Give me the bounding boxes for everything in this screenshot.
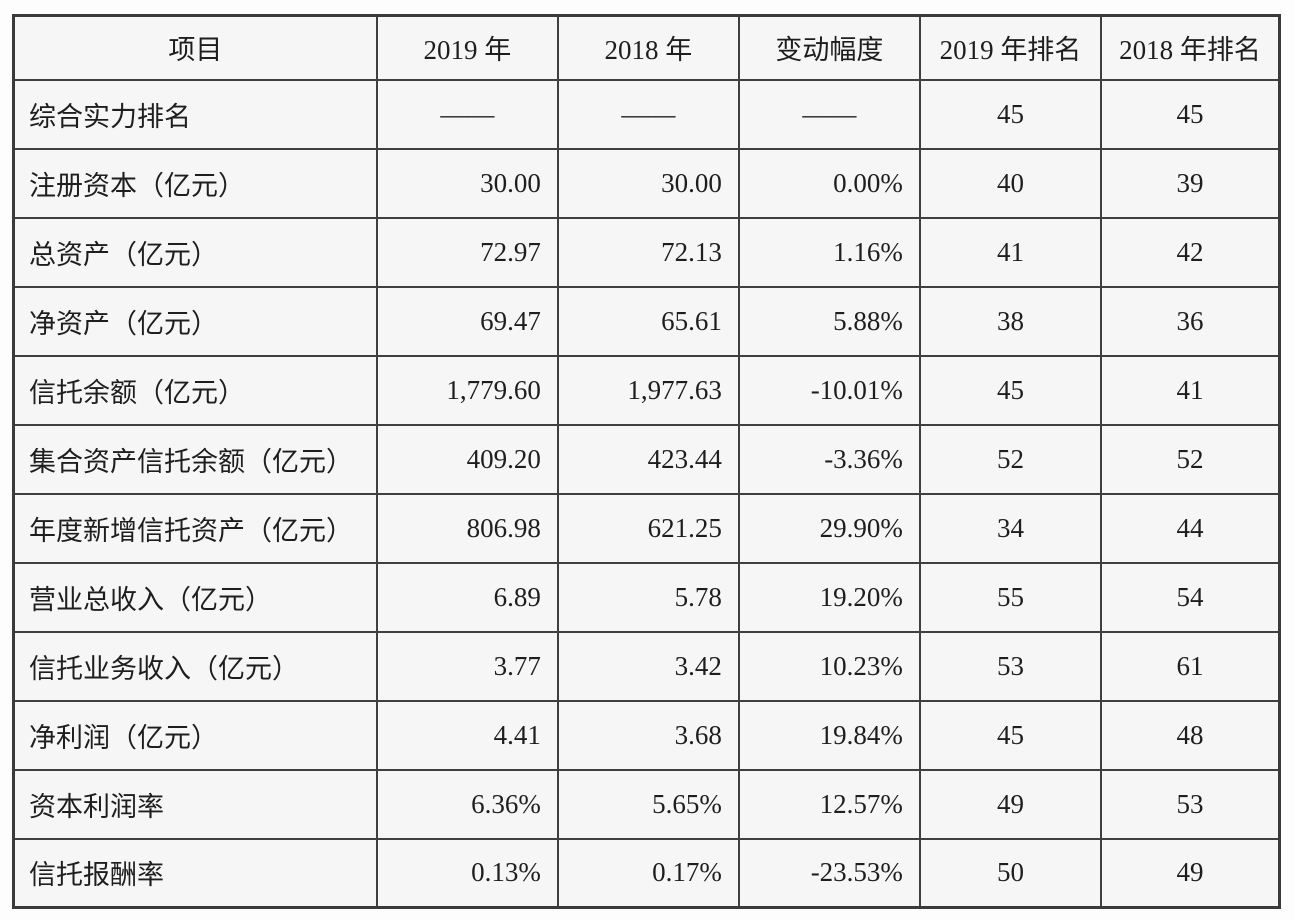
cell-2018-value: 3.68 — [556, 699, 740, 771]
cell-change: 5.88% — [737, 285, 921, 357]
table-row: 信托业务收入（亿元） 3.77 3.42 10.23% 53 61 — [12, 630, 1281, 702]
cell-2018-value: 5.78 — [556, 561, 740, 633]
row-label: 信托报酬率 — [12, 837, 378, 909]
cell-rank-2018: 44 — [1099, 492, 1281, 564]
cell-rank-2019: 34 — [918, 492, 1102, 564]
cell-change: 0.00% — [737, 147, 921, 219]
cell-change: -10.01% — [737, 354, 921, 426]
cell-change: 19.20% — [737, 561, 921, 633]
cell-2019-value: 4.41 — [375, 699, 559, 771]
cell-change: —— — [737, 78, 921, 150]
cell-change: 29.90% — [737, 492, 921, 564]
column-header-2018: 2018 年 — [556, 14, 740, 81]
cell-2019-value: 6.36% — [375, 768, 559, 840]
cell-change: 1.16% — [737, 216, 921, 288]
cell-2019-value: 72.97 — [375, 216, 559, 288]
cell-change: -23.53% — [737, 837, 921, 909]
cell-rank-2019: 45 — [918, 699, 1102, 771]
row-label: 注册资本（亿元） — [12, 147, 378, 219]
cell-rank-2018: 45 — [1099, 78, 1281, 150]
cell-change: 19.84% — [737, 699, 921, 771]
cell-2018-value: 72.13 — [556, 216, 740, 288]
cell-2018-value: 30.00 — [556, 147, 740, 219]
column-header-rank-2019: 2019 年排名 — [918, 14, 1102, 81]
cell-rank-2019: 52 — [918, 423, 1102, 495]
cell-rank-2019: 45 — [918, 354, 1102, 426]
header-row: 项目 2019 年 2018 年 变动幅度 2019 年排名 2018 年排名 — [12, 14, 1281, 81]
cell-rank-2019: 49 — [918, 768, 1102, 840]
cell-rank-2018: 54 — [1099, 561, 1281, 633]
cell-rank-2019: 45 — [918, 78, 1102, 150]
cell-change: 10.23% — [737, 630, 921, 702]
row-label: 净资产（亿元） — [12, 285, 378, 357]
table-row: 注册资本（亿元） 30.00 30.00 0.00% 40 39 — [12, 147, 1281, 219]
column-header-item: 项目 — [12, 14, 378, 81]
cell-rank-2018: 42 — [1099, 216, 1281, 288]
row-label: 信托业务收入（亿元） — [12, 630, 378, 702]
row-label: 年度新增信托资产（亿元） — [12, 492, 378, 564]
cell-2019-value: 409.20 — [375, 423, 559, 495]
cell-rank-2018: 61 — [1099, 630, 1281, 702]
cell-2018-value: 3.42 — [556, 630, 740, 702]
cell-2019-value: 3.77 — [375, 630, 559, 702]
cell-rank-2018: 52 — [1099, 423, 1281, 495]
column-header-2019: 2019 年 — [375, 14, 559, 81]
cell-change: 12.57% — [737, 768, 921, 840]
cell-rank-2018: 39 — [1099, 147, 1281, 219]
table-row: 净资产（亿元） 69.47 65.61 5.88% 38 36 — [12, 285, 1281, 357]
cell-rank-2019: 55 — [918, 561, 1102, 633]
cell-rank-2018: 41 — [1099, 354, 1281, 426]
cell-rank-2019: 38 — [918, 285, 1102, 357]
cell-2018-value: 5.65% — [556, 768, 740, 840]
table-row: 净利润（亿元） 4.41 3.68 19.84% 45 48 — [12, 699, 1281, 771]
cell-rank-2019: 40 — [918, 147, 1102, 219]
table-row: 综合实力排名 —— —— —— 45 45 — [12, 78, 1281, 150]
cell-rank-2018: 36 — [1099, 285, 1281, 357]
cell-2019-value: 806.98 — [375, 492, 559, 564]
cell-change: -3.36% — [737, 423, 921, 495]
table-row: 信托报酬率 0.13% 0.17% -23.53% 50 49 — [12, 837, 1281, 909]
cell-2019-value: 0.13% — [375, 837, 559, 909]
cell-2018-value: 0.17% — [556, 837, 740, 909]
table-row: 总资产（亿元） 72.97 72.13 1.16% 41 42 — [12, 216, 1281, 288]
cell-rank-2018: 49 — [1099, 837, 1281, 909]
cell-2019-value: 30.00 — [375, 147, 559, 219]
row-label: 信托余额（亿元） — [12, 354, 378, 426]
financial-comparison-table: 项目 2019 年 2018 年 变动幅度 2019 年排名 2018 年排名 … — [12, 14, 1281, 909]
table-row: 年度新增信托资产（亿元） 806.98 621.25 29.90% 34 44 — [12, 492, 1281, 564]
cell-rank-2018: 53 — [1099, 768, 1281, 840]
row-label: 资本利润率 — [12, 768, 378, 840]
table-row: 信托余额（亿元） 1,779.60 1,977.63 -10.01% 45 41 — [12, 354, 1281, 426]
table-row: 资本利润率 6.36% 5.65% 12.57% 49 53 — [12, 768, 1281, 840]
cell-2018-value: —— — [556, 78, 740, 150]
row-label: 综合实力排名 — [12, 78, 378, 150]
cell-rank-2019: 41 — [918, 216, 1102, 288]
row-label: 净利润（亿元） — [12, 699, 378, 771]
table-row: 集合资产信托余额（亿元） 409.20 423.44 -3.36% 52 52 — [12, 423, 1281, 495]
column-header-change: 变动幅度 — [737, 14, 921, 81]
cell-2019-value: —— — [375, 78, 559, 150]
row-label: 总资产（亿元） — [12, 216, 378, 288]
row-label: 集合资产信托余额（亿元） — [12, 423, 378, 495]
cell-2018-value: 65.61 — [556, 285, 740, 357]
table-row: 营业总收入（亿元） 6.89 5.78 19.20% 55 54 — [12, 561, 1281, 633]
row-label: 营业总收入（亿元） — [12, 561, 378, 633]
column-header-rank-2018: 2018 年排名 — [1099, 14, 1281, 81]
cell-rank-2019: 53 — [918, 630, 1102, 702]
cell-2019-value: 69.47 — [375, 285, 559, 357]
cell-2018-value: 423.44 — [556, 423, 740, 495]
cell-rank-2018: 48 — [1099, 699, 1281, 771]
cell-2018-value: 621.25 — [556, 492, 740, 564]
cell-rank-2019: 50 — [918, 837, 1102, 909]
cell-2018-value: 1,977.63 — [556, 354, 740, 426]
cell-2019-value: 1,779.60 — [375, 354, 559, 426]
cell-2019-value: 6.89 — [375, 561, 559, 633]
